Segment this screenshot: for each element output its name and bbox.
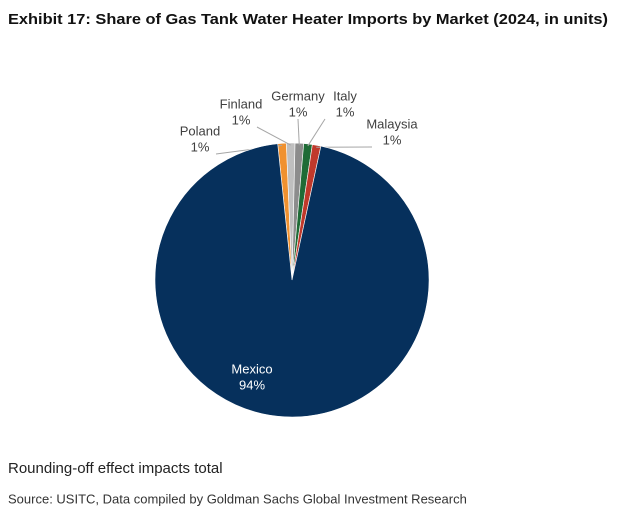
leader-line xyxy=(307,118,326,147)
slice-value-label: 1% xyxy=(191,139,210,154)
slice-label: Germany xyxy=(271,88,325,103)
leader-line xyxy=(256,126,291,146)
slice-value-label: 1% xyxy=(336,104,355,119)
note: Rounding-off effect impacts total xyxy=(8,460,223,477)
slice-value-label: 1% xyxy=(232,112,251,127)
slice-label: Poland xyxy=(180,123,220,138)
chart-title: Exhibit 17: Share of Gas Tank Water Heat… xyxy=(8,11,608,28)
slice-value-label: 94% xyxy=(239,377,265,392)
slice-label: Finland xyxy=(220,96,263,111)
slice-label: Mexico xyxy=(231,361,272,376)
slice-value-label: 1% xyxy=(383,132,402,147)
slice-value-label: 1% xyxy=(289,104,308,119)
slice-label: Italy xyxy=(333,88,357,103)
source: Source: USITC, Data compiled by Goldman … xyxy=(8,491,467,506)
pie-slice xyxy=(154,143,430,418)
leader-line xyxy=(297,118,300,146)
slice-label: Malaysia xyxy=(366,116,418,131)
